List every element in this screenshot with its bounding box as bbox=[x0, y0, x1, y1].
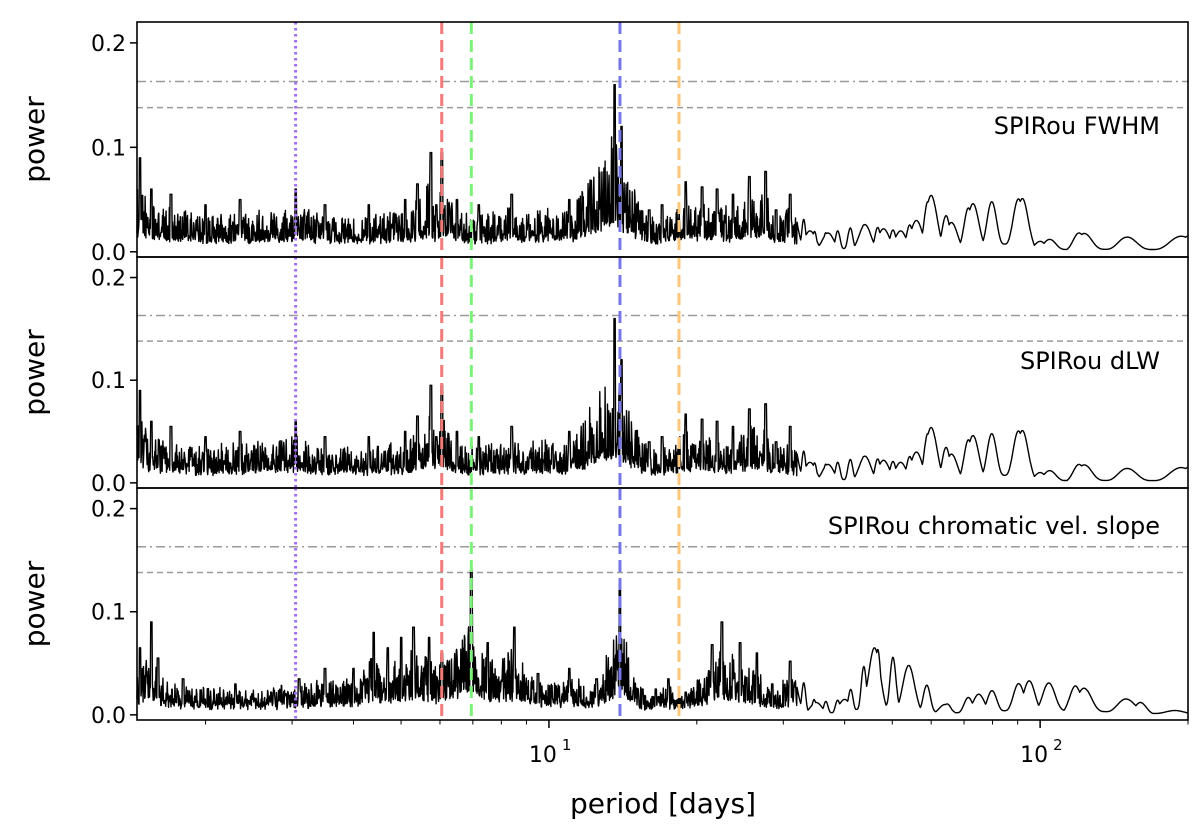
x-tick-label: 10 bbox=[529, 743, 557, 768]
periodogram-line bbox=[136, 317, 1189, 482]
x-tick-exponent: 2 bbox=[1053, 736, 1063, 754]
y-tick-label: 0.2 bbox=[91, 32, 126, 57]
panel-label: SPIRou dLW bbox=[1020, 347, 1160, 375]
y-tick-label: 0.0 bbox=[91, 472, 126, 497]
panel-label: SPIRou FWHM bbox=[994, 112, 1160, 140]
panel-2: 0.0 0.1 0.2 power SPIRou dLW bbox=[18, 256, 1189, 497]
x-axis-title: period [days] bbox=[570, 787, 756, 820]
panel-frame bbox=[136, 487, 1189, 721]
panel-1: 0.0 0.1 0.2 power SPIRou FWHM bbox=[18, 21, 1189, 266]
panel-3: 0.0 0.1 0.2 power SPIRou chromatic vel. slop… bbox=[18, 487, 1189, 729]
y-tick-label: 0.1 bbox=[91, 369, 126, 394]
x-tick-label: 10 bbox=[1020, 743, 1048, 768]
x-axis: 10 1 10 2 bbox=[205, 720, 1189, 768]
y-tick-label: 0.1 bbox=[91, 136, 126, 161]
y-axis-title: power bbox=[18, 96, 51, 183]
y-tick-label: 0.0 bbox=[91, 704, 126, 729]
periodogram-line bbox=[136, 569, 1189, 715]
y-tick-label: 0.2 bbox=[91, 267, 126, 292]
panel-label: SPIRou chromatic vel. slope bbox=[828, 512, 1160, 540]
periodogram-line bbox=[136, 83, 1189, 251]
x-tick-exponent: 1 bbox=[562, 736, 572, 754]
y-tick-label: 0.1 bbox=[91, 601, 126, 626]
panels: 0.0 0.1 0.2 power SPIRou FWHM 0.0 0.1 0.2 power S… bbox=[18, 21, 1189, 729]
y-axis-title: power bbox=[18, 560, 51, 647]
y-axis-title: power bbox=[18, 329, 51, 416]
y-tick-label: 0.0 bbox=[91, 241, 126, 266]
y-tick-label: 0.2 bbox=[91, 498, 126, 523]
